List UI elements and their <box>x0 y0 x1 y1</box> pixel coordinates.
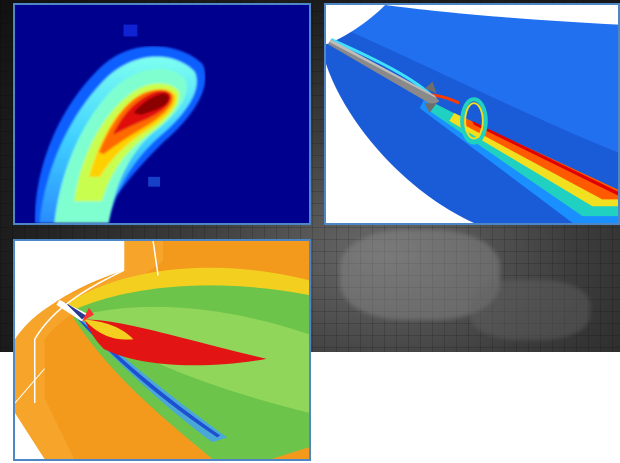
shock-wave-panel <box>13 239 311 461</box>
cfd-shock-image <box>15 241 309 459</box>
heatmap-panel <box>13 3 311 225</box>
heatmap-image <box>15 5 309 223</box>
missile-flow-panel <box>324 3 620 225</box>
background-blob <box>340 230 500 320</box>
cfd-missile-image <box>326 5 618 223</box>
background-blob <box>470 280 590 340</box>
